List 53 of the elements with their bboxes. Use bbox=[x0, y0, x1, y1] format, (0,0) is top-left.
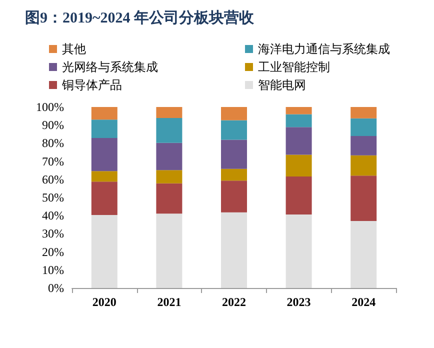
legend-label: 智能电网 bbox=[258, 78, 306, 92]
bar bbox=[91, 215, 118, 288]
legend-label: 铜导体产品 bbox=[61, 78, 122, 92]
bar bbox=[350, 118, 377, 136]
bar bbox=[91, 138, 118, 172]
x-tick-label: 2024 bbox=[352, 295, 376, 309]
bar bbox=[350, 176, 377, 222]
x-tick-label: 2020 bbox=[92, 295, 116, 309]
y-tick-label: 80% bbox=[42, 136, 64, 150]
y-tick-label: 70% bbox=[42, 154, 64, 168]
y-tick-label: 90% bbox=[42, 118, 64, 132]
legend-label: 其他 bbox=[62, 42, 86, 56]
legend-label: 工业智能控制 bbox=[258, 60, 330, 74]
bar bbox=[286, 107, 312, 114]
bar bbox=[286, 176, 312, 215]
bar bbox=[286, 127, 312, 155]
legend-label: 海洋电力通信与系统集成 bbox=[258, 42, 390, 56]
bar bbox=[221, 120, 247, 140]
legend-label: 光网络与系统集成 bbox=[62, 60, 158, 74]
bar bbox=[156, 118, 182, 143]
bar bbox=[350, 136, 377, 156]
bar bbox=[91, 182, 118, 216]
bar bbox=[221, 212, 247, 288]
bar bbox=[156, 183, 182, 214]
y-tick-label: 0% bbox=[48, 281, 64, 295]
y-tick-label: 100% bbox=[36, 100, 64, 114]
x-tick-label: 2021 bbox=[157, 295, 182, 309]
bar bbox=[91, 120, 118, 138]
y-tick-label: 50% bbox=[42, 190, 64, 204]
bar bbox=[156, 107, 182, 118]
bar bbox=[221, 140, 247, 169]
bar bbox=[156, 170, 182, 184]
bar bbox=[156, 142, 182, 170]
bar bbox=[91, 107, 118, 120]
bar bbox=[221, 180, 247, 212]
y-tick-label: 20% bbox=[42, 244, 64, 259]
bar bbox=[350, 221, 377, 288]
bar bbox=[91, 171, 118, 182]
bar bbox=[286, 214, 312, 288]
y-tick-label: 40% bbox=[42, 208, 64, 223]
chart-title: 图9：2019~2024 年公司分板块营收 bbox=[25, 10, 256, 26]
bar bbox=[221, 107, 247, 120]
bar bbox=[286, 114, 312, 128]
bar bbox=[350, 155, 377, 176]
x-tick-label: 2023 bbox=[286, 295, 311, 309]
y-tick-label: 30% bbox=[42, 226, 64, 241]
y-tick-label: 10% bbox=[42, 262, 64, 277]
bar bbox=[286, 154, 312, 177]
bar bbox=[221, 168, 247, 181]
bar bbox=[350, 107, 377, 118]
x-tick-label: 2022 bbox=[222, 295, 246, 309]
y-tick-label: 60% bbox=[42, 172, 64, 186]
bar bbox=[156, 214, 182, 288]
